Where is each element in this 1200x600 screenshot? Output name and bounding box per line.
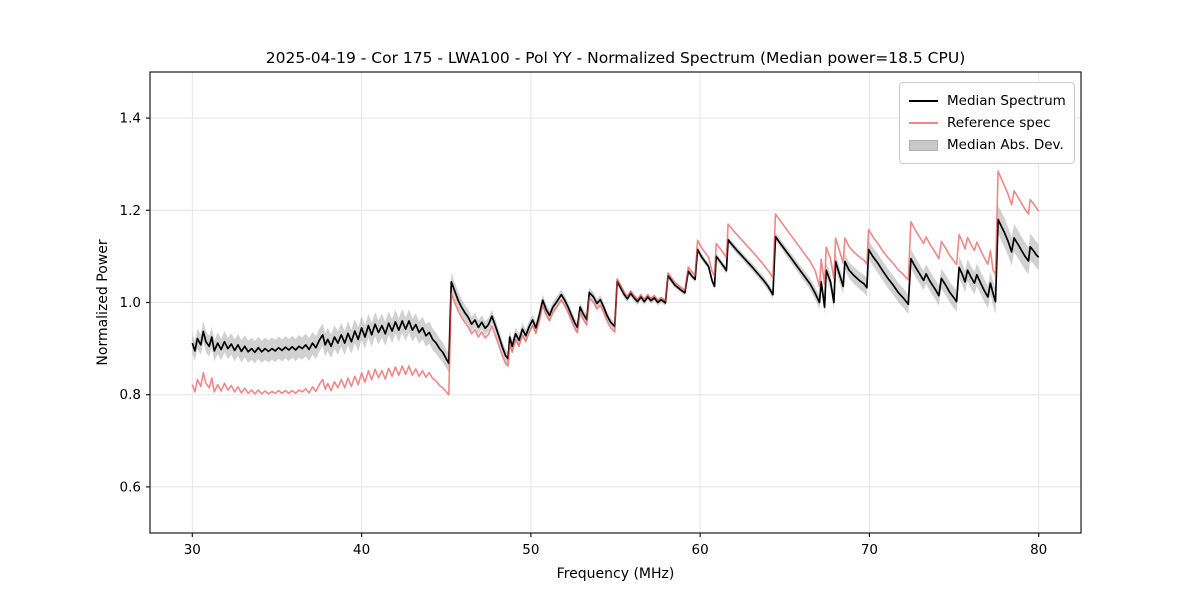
y-tick-label: 0.6 [120, 479, 141, 495]
legend-item-label: Median Abs. Dev. [947, 137, 1064, 153]
x-tick-label: 40 [353, 542, 370, 558]
x-tick-label: 60 [692, 542, 709, 558]
reference-spec-line [191, 170, 1040, 396]
y-tick-label: 1.0 [120, 295, 141, 311]
legend: Median Spectrum Reference spec Median Abs.… [899, 82, 1075, 164]
x-tick-label: 50 [522, 542, 539, 558]
legend-item: Median Abs. Dev. [909, 134, 1064, 156]
axis-ticks: 30 40 50 60 70 80 0.6 0.8 1.0 1.2 1.4 [120, 111, 1048, 558]
y-tick-label: 1.2 [120, 203, 141, 219]
median-spectrum-line [191, 218, 1040, 365]
legend-line-swatch [909, 100, 938, 102]
legend-line-swatch [909, 122, 938, 124]
legend-item: Median Spectrum [909, 90, 1066, 112]
y-tick-label: 1.4 [120, 111, 141, 127]
legend-item-label: Median Spectrum [947, 93, 1066, 109]
legend-patch-swatch [909, 139, 938, 151]
x-axis-label: Frequency (MHz) [557, 566, 675, 582]
x-tick-label: 70 [861, 542, 878, 558]
chart-title: 2025-04-19 - Cor 175 - LWA100 - Pol YY -… [266, 49, 966, 67]
mad-band-area [192, 205, 1039, 373]
legend-item: Reference spec [909, 112, 1064, 134]
x-tick-label: 30 [184, 542, 201, 558]
y-axis-label: Normalized Power [95, 239, 111, 365]
x-tick-label: 80 [1030, 542, 1047, 558]
y-tick-label: 0.8 [120, 387, 141, 403]
legend-item-label: Reference spec [947, 115, 1051, 131]
